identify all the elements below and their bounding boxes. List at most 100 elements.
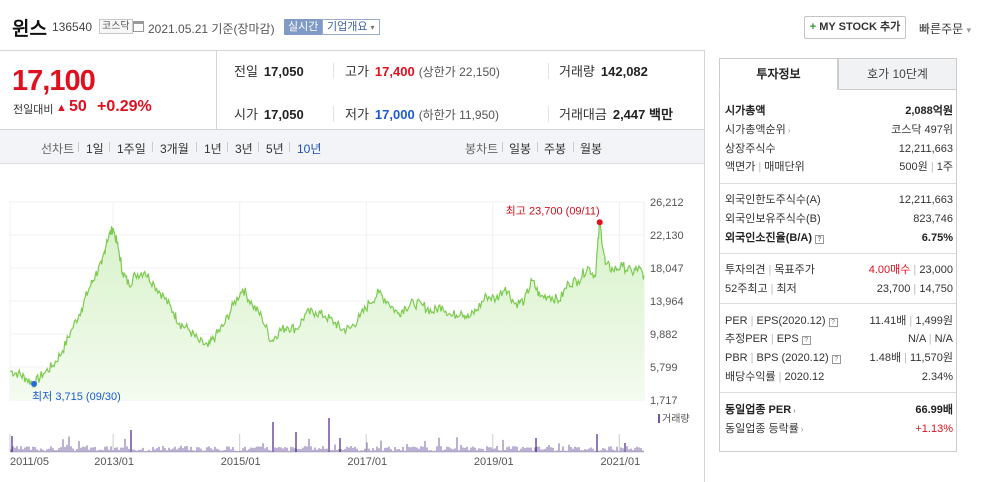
info-value-text: N/A [907,333,926,345]
info-value-text: 66.99배 [915,404,953,416]
info-label-text: 동일업종 PER [725,404,792,416]
info-value-text-secondary: 23,000 [919,264,953,276]
y-tick-label: 1,717 [650,395,678,407]
period-1y[interactable]: 1년 [204,142,222,156]
info-row: 상장주식수 12,211,663 [725,140,953,158]
amount-value: 2,447 백만 [612,107,673,122]
info-label-text-secondary: 목표주가 [774,264,815,276]
period-3m[interactable]: 3개월 [160,142,189,156]
price-box: 17,100 전일대비 ▲ 50 +0.29% [0,50,216,130]
open-value: 17,050 [263,107,304,122]
period-1w[interactable]: 1주일 [117,142,146,156]
info-row-label: 동일업종 PER › [725,401,796,420]
chevron-right-icon[interactable]: › [793,406,796,415]
period-3y[interactable]: 3년 [235,142,253,156]
info-row-value: N/A | N/A [908,330,953,348]
info-label-text: 외국인한도주식수(A) [725,194,821,206]
stock-name: 윈스 [12,19,47,40]
info-value-text: 2.34% [921,371,953,383]
section-divider [720,183,956,184]
info-row-value: 2,088억원 [905,102,953,120]
info-row: 추정PER | EPS? N/A | N/A [725,330,953,348]
candle-weekly[interactable]: 주봉 [544,142,567,156]
current-price: 17,100 [12,65,96,97]
info-value-text: 823,746 [913,213,953,225]
info-row: PBR | BPS (2020.12)? 1.48배 | 11,570원 [725,349,953,367]
info-label-text-secondary: 2020.12 [784,371,825,383]
x-tick-label: 2017/01 [347,456,387,468]
separator: | [768,264,772,276]
info-value-text: 500원 [899,161,928,173]
info-row-label: 동일업종 등락률 › [725,420,804,439]
price-chart-svg: 2011/05 2013/01 2015/01 2017/01 2019/01 2021/… [9,197,690,468]
info-label-text-secondary: 매매단위 [764,161,805,173]
max-annotation: 최고 23,700 (09/11) [506,204,600,217]
info-row-value: 23,700 | 14,750 [877,280,953,298]
info-label-text: 투자의견 [725,264,766,276]
info-value-text: 코스닥 497위 [891,124,953,136]
info-value-highlight: 4.00매수 [868,264,911,276]
realtime-button[interactable]: 실시간 [284,19,323,35]
add-mystock-label: MY STOCK 추가 [819,21,901,33]
info-label-text: 동일업종 등락률 [725,423,799,435]
plus-icon: + [809,21,817,33]
period-5y[interactable]: 5년 [266,142,284,156]
quick-order-button[interactable]: 빠른주문 ▾ [919,20,971,37]
trade-amount: 거래대금 2,447 백만 [559,104,673,123]
market-badge: 코스닥 [99,19,133,34]
open-label: 시가 [234,107,258,122]
volume: 거래량 142,082 [559,61,648,80]
info-row-label: PER | EPS(2020.12)? [725,312,838,330]
candle-monthly[interactable]: 월봉 [580,142,603,156]
y-tick-label: 22,130 [650,230,684,242]
chevron-right-icon[interactable]: › [800,425,804,434]
prev-close-label: 전일 [234,64,258,79]
y-tick-label: 26,212 [650,197,684,209]
prev-close-value: 17,050 [263,64,304,79]
change-label: 전일대비 [13,104,54,116]
low-price: 저가 17,000 (하한가 11,950) [345,104,499,123]
info-row: 외국인한도주식수(A) 12,211,663 [725,191,953,209]
tab-quote-10[interactable]: 호가 10단계 [838,58,957,90]
separator: | [906,315,916,327]
investment-info-table: 시가총액 2,088억원 시가총액순위 › 코스닥 497위 상장주식수 12,211,66… [719,90,957,452]
add-mystock-button[interactable]: + MY STOCK 추가 [804,16,906,39]
investment-info-panel: 투자정보 호가 10단계 시가총액 2,088억원 시가총액순위 › 코스닥 497위 상… [719,58,957,458]
help-icon[interactable]: ? [828,318,838,327]
info-row-label: 투자의견 | 목표주가 [725,261,815,279]
separator: | [901,352,911,364]
info-row-label: 52주최고 | 최저 [725,280,797,298]
candle-daily[interactable]: 일봉 [509,142,532,156]
volume-label: 거래량 [559,64,595,79]
info-row: 동일업종 등락률 › +1.13% [725,420,953,438]
volume-legend-label: 거래량 [662,413,690,425]
info-label-text-secondary: 최저 [776,283,797,295]
info-row: 액면가 | 매매단위 500원 | 1주 [725,158,953,176]
period-1d[interactable]: 1일 [86,142,104,156]
info-tabs: 투자정보 호가 10단계 [719,58,957,90]
x-tick-label: 2015/01 [221,456,261,468]
base-date: 2021.05.21 기준(장마감) [148,22,275,36]
info-row-value: 6.75% [922,229,953,247]
help-icon[interactable]: ? [831,355,841,364]
period-10y[interactable]: 10년 [297,142,322,156]
info-row-value: 823,746 [913,210,953,228]
help-icon[interactable]: ? [815,235,824,244]
info-row: 외국인소진율(B/A)? 6.75% [725,229,953,247]
info-label-text: 시가총액순위 [725,124,786,136]
tab-investment-info[interactable]: 투자정보 [719,58,838,90]
chevron-right-icon[interactable]: › [787,126,791,135]
chart-period-bar: 선차트 1일 1주일 3개월 1년 3년 5년 10년 봉차트 일봉 주봉 월봉 [0,130,704,164]
company-overview-dropdown[interactable]: 기업개요 ▾ [322,19,380,35]
help-icon[interactable]: ? [801,336,811,345]
info-row: 외국인보유주식수(B) 823,746 [725,210,953,228]
separator: | [750,315,754,327]
y-tick-label: 5,799 [650,362,678,374]
section-divider [720,253,956,254]
x-tick-label: 2013/01 [94,456,134,468]
price-area [10,222,644,400]
line-chart-title: 선차트 [41,142,75,156]
x-tick-label: 2019/01 [474,456,514,468]
info-row-value: 4.00매수 | 23,000 [869,261,953,279]
low-value: 17,000 [374,107,415,122]
